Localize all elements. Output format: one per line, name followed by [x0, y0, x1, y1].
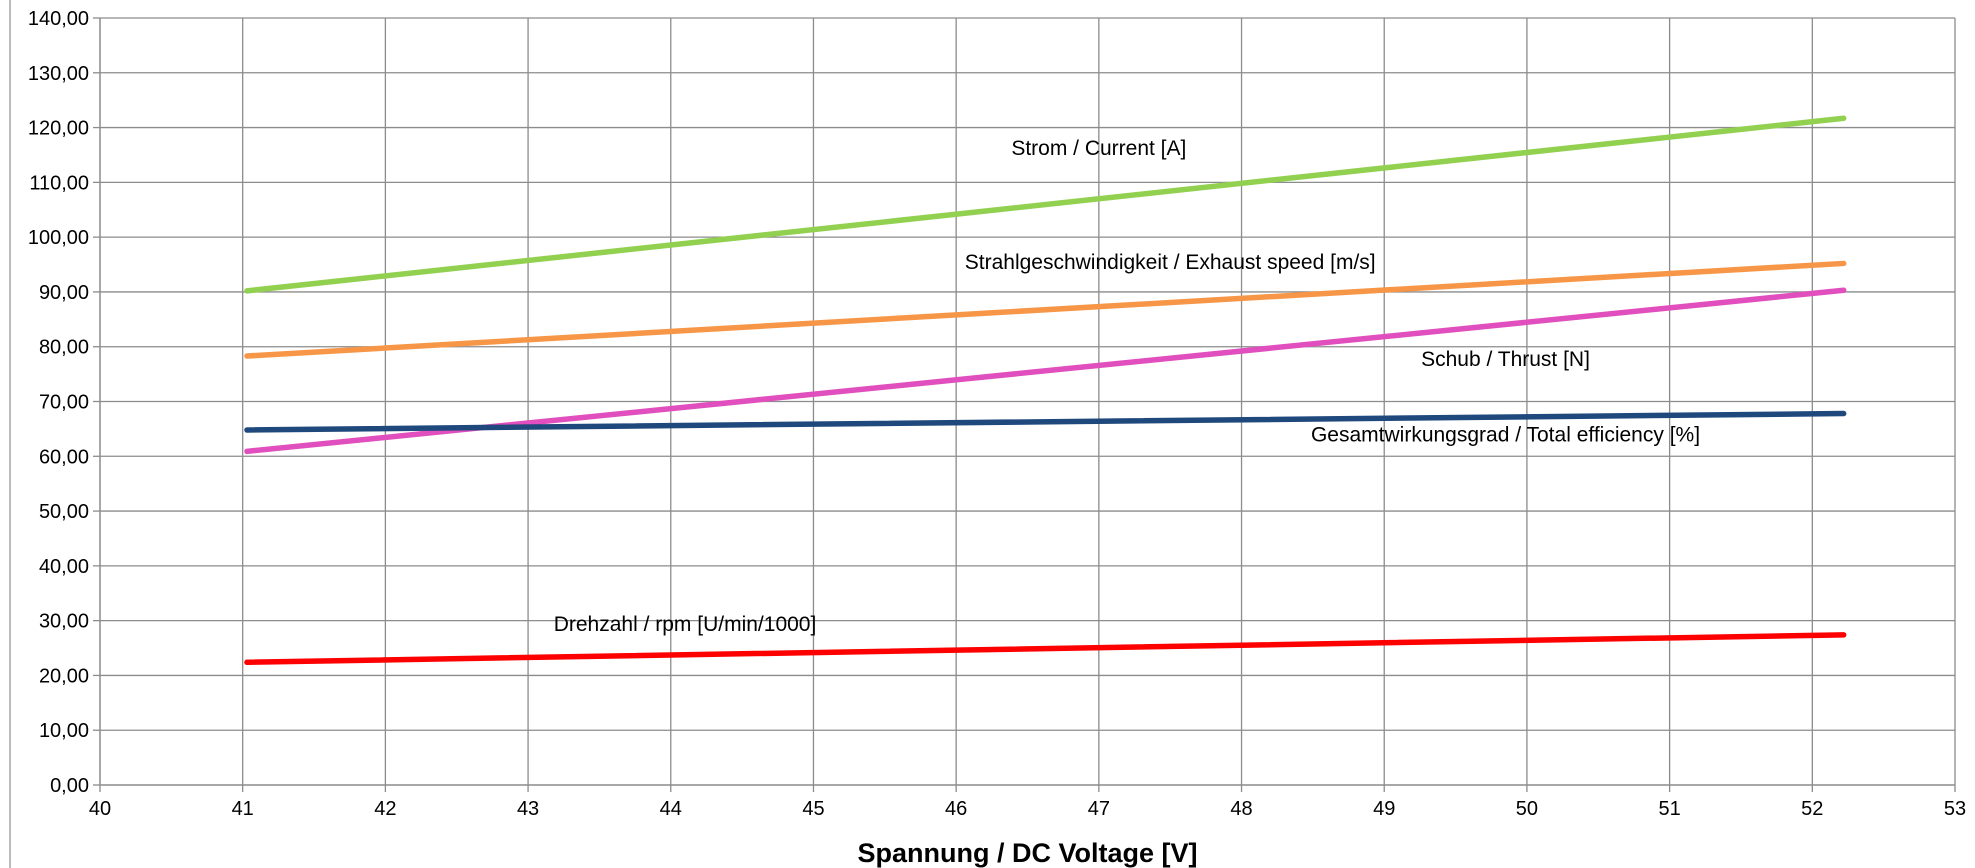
series-label-2: Schub / Thrust [N]	[1421, 348, 1590, 371]
series-label-0: Strom / Current [A]	[1011, 137, 1186, 160]
x-tick-label: 51	[1658, 798, 1680, 820]
y-tick-label: 10,00	[39, 720, 89, 742]
y-tick-label: 120,00	[28, 118, 89, 140]
series-line-4	[244, 632, 1847, 666]
x-tick-label: 46	[945, 798, 967, 820]
axes	[93, 17, 1956, 792]
x-tick-label: 42	[374, 798, 396, 820]
y-axis-ticks: 0,00 10,00 20,00 30,00 40,00 50,00 60,00 70,00 8…	[28, 8, 89, 797]
x-axis-ticks: 40 41 42 43 44 45 46 47 48 49 50 51 52 53	[89, 798, 1966, 820]
y-tick-label: 50,00	[39, 501, 89, 523]
y-tick-label: 80,00	[39, 337, 89, 359]
y-tick-label: 30,00	[39, 611, 89, 633]
x-tick-label: 44	[660, 798, 682, 820]
x-tick-label: 45	[802, 798, 824, 820]
y-tick-label: 70,00	[39, 392, 89, 414]
series-line-3	[244, 410, 1847, 433]
y-tick-label: 110,00	[29, 172, 89, 194]
x-tick-label: 52	[1801, 798, 1823, 820]
x-tick-label: 40	[89, 798, 111, 820]
series-labels: Strom / Current [A] Strahlgeschwindigkeit…	[554, 137, 1700, 636]
x-tick-label: 41	[232, 798, 254, 820]
series-label-4: Drehzahl / rpm [U/min/1000]	[554, 613, 817, 636]
x-tick-label: 53	[1944, 798, 1966, 820]
x-tick-label: 49	[1373, 798, 1395, 820]
x-tick-label: 43	[517, 798, 539, 820]
y-tick-label: 130,00	[28, 63, 89, 85]
series-lines	[244, 115, 1847, 666]
grid	[100, 17, 1956, 785]
y-tick-label: 140,00	[28, 8, 89, 30]
x-axis-title: Spannung / DC Voltage [V]	[858, 838, 1198, 868]
x-tick-label: 47	[1088, 798, 1110, 820]
y-tick-label: 20,00	[39, 665, 89, 687]
x-tick-label: 50	[1516, 798, 1538, 820]
y-tick-label: 60,00	[39, 446, 89, 468]
series-label-3: Gesamtwirkungsgrad / Total efficiency [%…	[1311, 423, 1700, 446]
x-tick-label: 48	[1230, 798, 1252, 820]
y-tick-label: 100,00	[28, 227, 89, 249]
y-tick-label: 40,00	[39, 556, 89, 578]
series-label-1: Strahlgeschwindigkeit / Exhaust speed [m…	[965, 251, 1376, 274]
series-line-1	[244, 260, 1847, 359]
series-line-0	[244, 115, 1847, 294]
y-tick-label: 0,00	[50, 775, 89, 797]
y-tick-label: 90,00	[39, 282, 89, 304]
